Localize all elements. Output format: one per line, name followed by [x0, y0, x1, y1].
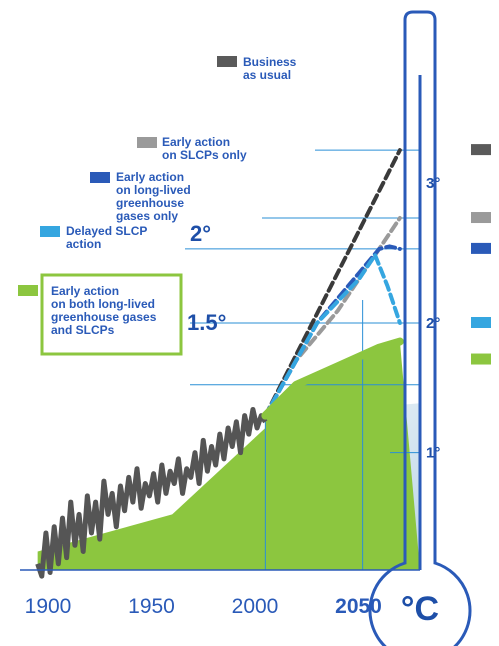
legend-chip-right-4: [471, 353, 491, 365]
labels: 1.5° 2° Business as usual Early action on SLC…: [40, 55, 297, 356]
x-tick-label: 2050: [335, 595, 382, 618]
green-area: [37, 341, 421, 570]
legend-chip-long-lived: [90, 172, 110, 183]
legend-chip-right-3: [471, 317, 491, 328]
label-both: Early action on both long-lived greenhouse…: [51, 284, 157, 337]
series-line-4: [261, 337, 404, 420]
thermometer-tick: 3°: [426, 175, 440, 192]
observed-temperature-line: [35, 406, 268, 579]
label-slcp-only: Early action on SLCPs only: [162, 135, 247, 162]
legend-chip-delayed: [40, 226, 60, 237]
legend-chip-slcp-only: [137, 137, 157, 148]
series-line-0: [263, 148, 402, 418]
x-axis: 1900 1950 2000 2050: [20, 569, 420, 618]
thermometer: 1° 2° 3° °C: [368, 10, 472, 646]
unit-label: °C: [401, 590, 439, 628]
threshold-label-2: 2°: [190, 221, 211, 246]
legend-chip-right-2: [471, 242, 491, 254]
threshold-label-1-5: 1.5°: [187, 310, 226, 335]
plot-areas: [37, 341, 421, 570]
series-line-3: [263, 253, 402, 418]
legend-chip-both: [18, 285, 38, 296]
label-both-box: [40, 273, 183, 356]
label-long-lived: Early action on long-lived greenhouse gases…: [116, 170, 191, 223]
x-tick-label: 2000: [232, 595, 279, 618]
thermometer-tick: 1°: [426, 445, 440, 462]
legend-chip-right-1: [471, 212, 491, 224]
legend-chip-right-0: [471, 144, 491, 156]
label-bau: Business as usual: [243, 55, 297, 82]
legend: [18, 56, 491, 365]
x-tick-label: 1900: [25, 595, 72, 618]
thermometer-outline: [368, 10, 472, 646]
legend-chip-bau: [217, 56, 237, 67]
thermometer-tick: 2°: [426, 315, 440, 332]
x-tick-label: 1950: [128, 595, 175, 618]
series-lines: [35, 148, 404, 579]
label-delayed: Delayed SLCP action: [66, 224, 147, 251]
